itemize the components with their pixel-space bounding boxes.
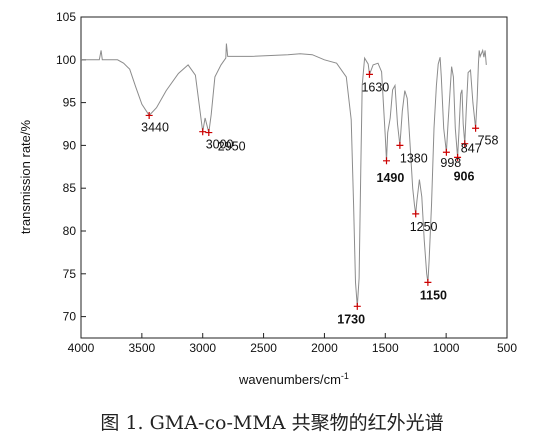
x-tick-label: 500 [497, 341, 517, 355]
plot-frame [80, 16, 508, 339]
peak-marker [353, 302, 361, 310]
peak-label: 1730 [337, 312, 365, 326]
y-tick-label: 90 [63, 138, 77, 152]
x-tick-label: 3000 [189, 341, 216, 355]
peak-marker [424, 278, 432, 286]
ir-spectrum-chart: 4000 3500 3000 2500 2000 1500 1000 500 70 75 80 85… [18, 10, 517, 387]
peak-label: 1380 [400, 151, 428, 165]
x-tick-label: 2500 [250, 341, 277, 355]
y-tick-label: 100 [56, 53, 76, 67]
peak-label: 906 [454, 169, 475, 183]
peak-marker [145, 111, 153, 119]
y-tick-label: 80 [63, 224, 77, 238]
spectrum-line [81, 43, 487, 307]
x-axis-title: wavenumbers/cm-1 [238, 371, 349, 387]
peak-marker [472, 124, 480, 132]
peak-label: 2950 [218, 140, 246, 154]
x-axis-ticks: 4000 3500 3000 2500 2000 1500 1000 500 [68, 333, 517, 355]
x-tick-label: 3500 [129, 341, 156, 355]
peak-markers [145, 70, 480, 310]
y-tick-label: 105 [56, 10, 76, 24]
peak-marker [442, 148, 450, 156]
x-tick-label: 2000 [311, 341, 338, 355]
x-tick-label: 4000 [68, 341, 95, 355]
x-tick-label: 1500 [372, 341, 399, 355]
peak-marker [454, 153, 462, 161]
peak-label: 1490 [377, 171, 405, 185]
peak-label: 847 [461, 142, 482, 156]
peak-marker [205, 129, 213, 137]
peak-label: 1630 [361, 80, 389, 94]
peak-label: 1250 [410, 220, 438, 234]
y-tick-label: 85 [63, 181, 77, 195]
x-tick-label: 1000 [433, 341, 460, 355]
figure-caption: 图 1. GMA-co-MMA 共聚物的红外光谱 [100, 412, 444, 434]
peak-label: 998 [440, 156, 461, 170]
peak-label: 758 [478, 133, 499, 147]
peak-label: 1150 [420, 288, 447, 302]
peak-marker [383, 157, 391, 165]
y-tick-label: 75 [63, 267, 77, 281]
y-tick-label: 95 [63, 96, 77, 110]
peak-marker [412, 210, 420, 218]
peak-marker [461, 140, 469, 148]
peak-marker [365, 70, 373, 78]
y-tick-label: 70 [63, 310, 77, 324]
peak-label: 3440 [141, 120, 169, 134]
peak-marker [199, 128, 207, 136]
peak-label: 3000 [206, 138, 234, 152]
y-axis-title: transmission rate/% [18, 119, 33, 234]
peak-marker [396, 141, 404, 149]
y-axis-ticks: 70 75 80 85 90 95 100 105 [56, 10, 86, 324]
